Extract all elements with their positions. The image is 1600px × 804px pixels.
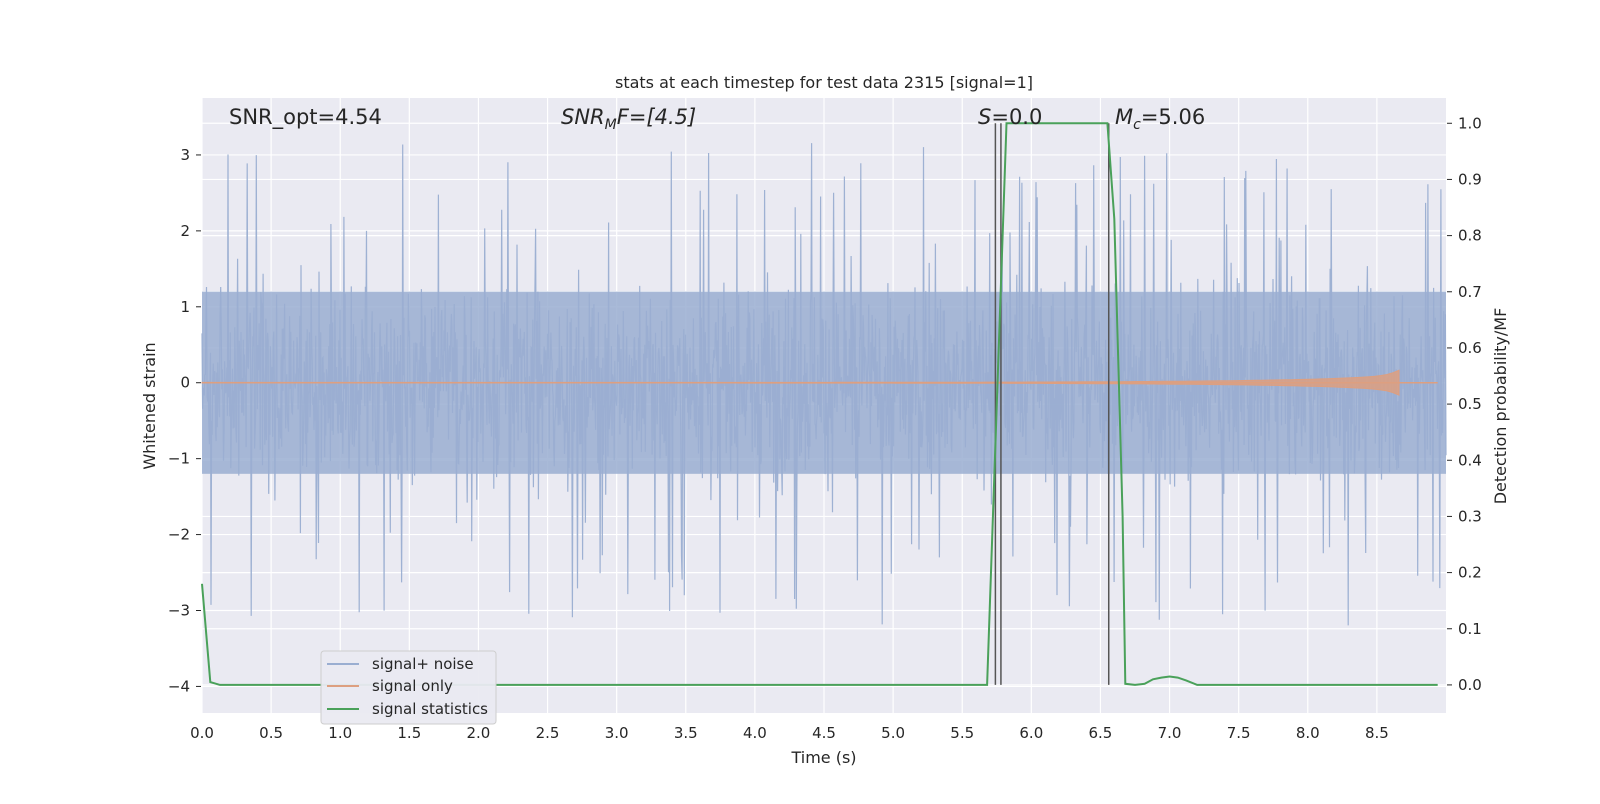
x-tick-label: 2.0 <box>467 724 491 742</box>
y-tick-label: 1 <box>180 298 190 316</box>
y-axis-label: Whitened strain <box>140 342 159 469</box>
snr-mf-rest: F=[4.5] <box>617 105 696 129</box>
x-axis-label: Time (s) <box>790 748 856 767</box>
snr-mf-sub: M <box>605 117 617 133</box>
s-var: S <box>978 105 991 129</box>
y2-tick-label: 1.0 <box>1458 114 1482 132</box>
signal-statistics-series <box>201 122 1438 686</box>
y-tick-label: 0 <box>180 374 190 392</box>
y-tick-label: 3 <box>180 146 190 164</box>
mc-var: M <box>1115 105 1133 129</box>
snr-opt-annotation: SNR_opt=4.54 <box>229 105 382 130</box>
y-tick-label: −2 <box>168 526 190 544</box>
x-tick-label: 6.5 <box>1089 724 1113 742</box>
snr-mf-main: SNR <box>561 105 605 129</box>
x-tick-label: 7.5 <box>1227 724 1251 742</box>
x-tick-label: 5.0 <box>881 724 905 742</box>
statistics-line <box>201 122 1438 686</box>
legend: signal+ noise signal only signal statist… <box>320 650 497 725</box>
x-tick-label: 1.0 <box>328 724 352 742</box>
y2-tick-label: 0.4 <box>1458 451 1482 469</box>
legend-box <box>320 650 497 725</box>
x-tick-labels: 0.0 0.5 1.0 1.5 2.0 2.5 3.0 3.5 4.0 4.5 5.0 5.5 6.0 6… <box>190 724 1389 742</box>
y2-tick-label: 0.5 <box>1458 395 1482 413</box>
s-rest: =0.0 <box>991 105 1042 129</box>
chart-title: stats at each timestep for test data 231… <box>615 73 1033 92</box>
x-tick-label: 3.5 <box>674 724 698 742</box>
y-tick-label: −3 <box>168 602 190 620</box>
x-tick-label: 8.0 <box>1296 724 1320 742</box>
x-tick-label: 8.5 <box>1365 724 1389 742</box>
legend-label-noise: signal+ noise <box>372 655 474 673</box>
y-axis-label-right: Detection probability/MF <box>1491 308 1510 505</box>
x-tick-label: 3.0 <box>605 724 629 742</box>
mc-annotation: Mc=5.06 <box>1115 105 1205 133</box>
snr-mf-annotation: SNRMF=[4.5] <box>561 105 696 133</box>
y2-tick-label: 0.1 <box>1458 620 1482 638</box>
x-tick-label: 0.5 <box>259 724 283 742</box>
x-tick-label: 2.5 <box>536 724 560 742</box>
y-tick-labels-right: 1.0 0.9 0.8 0.7 0.6 0.5 0.4 0.3 0.2 0.1 0.0 <box>1447 114 1482 694</box>
y-tick-labels-left: 3 2 1 0 −1 −2 −3 −4 <box>168 146 201 695</box>
x-tick-label: 4.0 <box>743 724 767 742</box>
legend-label-stats: signal statistics <box>372 700 488 718</box>
x-tick-label: 5.5 <box>950 724 974 742</box>
s-annotation: S=0.0 <box>978 105 1042 129</box>
signal-only-series <box>201 369 1438 396</box>
y2-tick-label: 0.0 <box>1458 676 1482 694</box>
marker-lines <box>994 123 1110 685</box>
mc-rest: =5.06 <box>1141 105 1205 129</box>
y2-tick-label: 0.6 <box>1458 339 1482 357</box>
y2-tick-label: 0.7 <box>1458 283 1482 301</box>
x-tick-label: 6.0 <box>1019 724 1043 742</box>
y-tick-label: −1 <box>168 450 190 468</box>
y-tick-label: 2 <box>180 222 190 240</box>
x-tick-label: 1.5 <box>397 724 421 742</box>
y2-tick-label: 0.9 <box>1458 170 1482 188</box>
x-tick-label: 4.5 <box>812 724 836 742</box>
y2-tick-label: 0.3 <box>1458 507 1482 525</box>
y2-tick-label: 0.2 <box>1458 564 1482 582</box>
x-tick-label: 7.0 <box>1158 724 1182 742</box>
y-tick-label: −4 <box>168 677 190 695</box>
y2-tick-label: 0.8 <box>1458 227 1482 245</box>
x-tick-label: 0.0 <box>190 724 214 742</box>
legend-label-signal: signal only <box>372 677 453 695</box>
mc-sub: c <box>1133 117 1141 133</box>
signal-envelope <box>201 369 1400 396</box>
